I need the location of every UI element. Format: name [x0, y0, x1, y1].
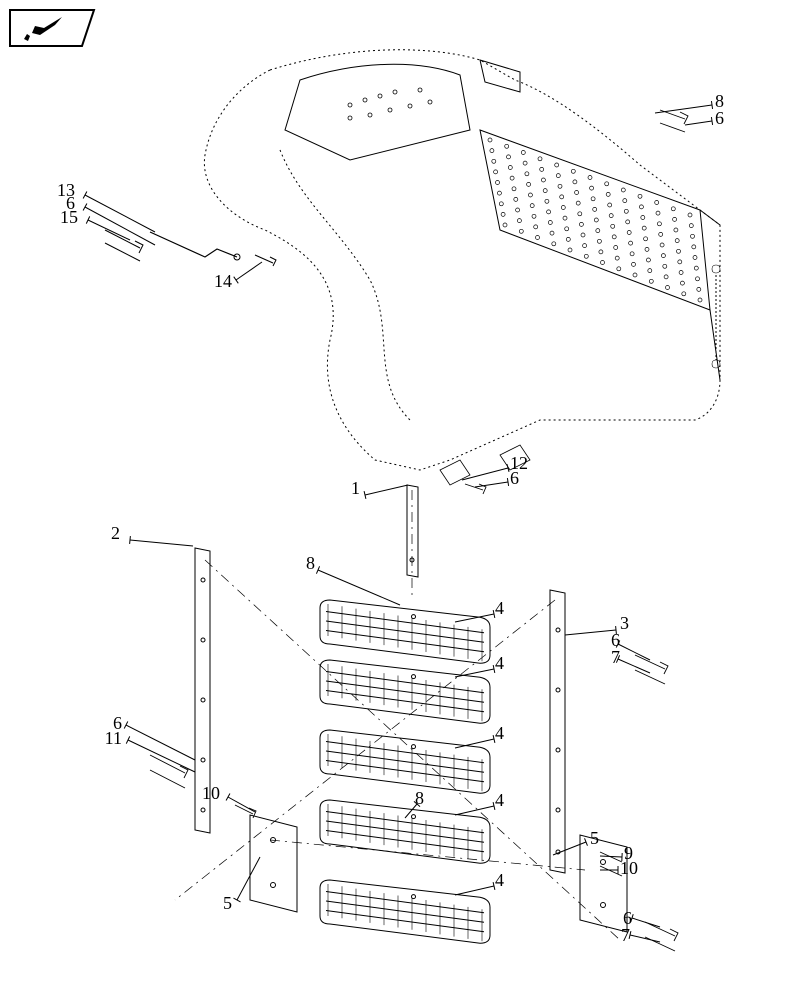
callout-label: 15 — [60, 207, 78, 227]
callout-c8b: 8 — [405, 788, 424, 818]
callout-c4e: 4 — [455, 870, 504, 895]
callout-c1: 1 — [351, 478, 408, 499]
center-lines — [175, 490, 620, 940]
callout-label: 4 — [495, 598, 504, 618]
callout-c14: 14 — [214, 262, 262, 291]
ladder-assembly — [150, 110, 688, 951]
step-tread — [320, 600, 490, 663]
callout-label: 2 — [111, 523, 120, 543]
callout-label: 7 — [621, 925, 630, 945]
exploded-view-diagram: 123444445566666677888910101112131415 — [0, 0, 812, 1000]
bolt-3-6-7 — [635, 655, 668, 674]
callout-label: 14 — [214, 271, 232, 291]
callout-c4d: 4 — [455, 790, 504, 815]
callout-c8c: 8 — [655, 91, 724, 113]
step-tread — [320, 880, 490, 943]
callout-label: 13 — [57, 180, 75, 200]
callout-label: 11 — [105, 728, 122, 748]
callout-c4a: 4 — [455, 598, 504, 622]
callout-c6f: 6 — [685, 108, 724, 128]
callout-label: 10 — [202, 783, 220, 803]
callout-label: 8 — [415, 788, 424, 808]
callouts-layer: 123444445566666677888910101112131415 — [57, 91, 724, 945]
callout-c2: 2 — [111, 523, 193, 546]
callout-label: 4 — [495, 723, 504, 743]
callout-label: 4 — [495, 870, 504, 890]
callout-label: 5 — [590, 828, 599, 848]
callout-label: 7 — [611, 647, 620, 667]
step-tread — [320, 730, 490, 793]
callout-label: 4 — [495, 790, 504, 810]
callout-c11: 11 — [105, 728, 195, 772]
deck-grating — [480, 130, 710, 310]
side-chain — [712, 265, 720, 368]
callout-c4c: 4 — [455, 723, 504, 748]
callout-c8a: 8 — [306, 553, 400, 605]
callout-label: 1 — [351, 478, 360, 498]
callout-label: 8 — [715, 91, 724, 111]
hood-arm — [105, 230, 276, 266]
deck-holes — [488, 138, 702, 302]
callout-c7a: 7 — [611, 647, 650, 673]
bolt-5-6-7 — [645, 922, 678, 941]
callout-label: 4 — [495, 653, 504, 673]
bracket-right — [580, 835, 627, 932]
callout-c7b: 7 — [621, 925, 660, 945]
callout-c6b: 6 — [66, 193, 155, 245]
callout-c5a: 5 — [223, 857, 260, 913]
callout-label: 12 — [510, 453, 528, 473]
callout-label: 3 — [620, 613, 629, 633]
step-treads — [320, 600, 490, 943]
callout-label: 10 — [620, 858, 638, 878]
fender-assembly — [105, 50, 720, 485]
step-tread — [320, 800, 490, 863]
step-tread — [320, 660, 490, 723]
callout-label: 8 — [306, 553, 315, 573]
callout-label: 5 — [223, 893, 232, 913]
manual-icon — [10, 10, 94, 46]
callout-label: 6 — [715, 108, 724, 128]
bolt-6-11-left — [150, 755, 188, 778]
